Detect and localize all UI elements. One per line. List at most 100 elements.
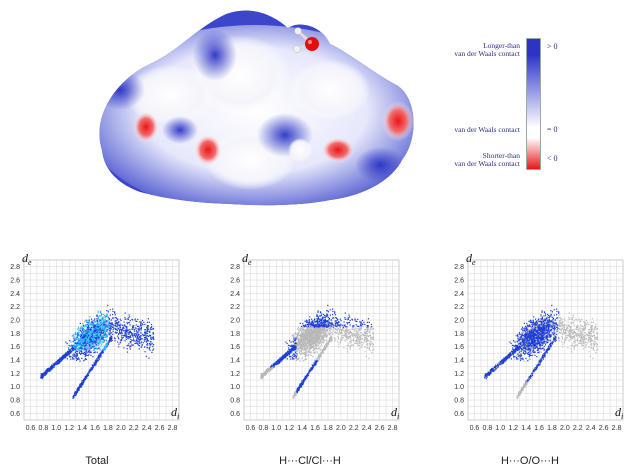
fingerprint-point — [312, 327, 314, 329]
fingerprint-point — [356, 334, 358, 336]
fingerprint-point — [134, 318, 136, 320]
fingerprint-point — [80, 332, 83, 335]
fingerprint-point — [94, 351, 96, 353]
fingerprint-point — [102, 329, 104, 331]
fingerprint-point — [312, 349, 314, 352]
fingerprint-point — [140, 332, 142, 334]
fingerprint-point — [139, 339, 141, 342]
fingerprint-point — [94, 325, 96, 327]
fingerprint-point — [40, 374, 43, 376]
fingerprint-point — [322, 317, 324, 319]
fingerprint-point — [296, 328, 299, 330]
fingerprint-point — [344, 312, 346, 314]
fingerprint-point — [78, 358, 80, 361]
fingerprint-point — [107, 326, 109, 328]
fingerprint-point — [281, 357, 283, 359]
fingerprint-point — [322, 351, 324, 353]
fingerprint-point — [84, 335, 86, 337]
fingerprint-point — [130, 338, 132, 341]
fingerprint-point — [313, 332, 315, 334]
fingerprint-point — [115, 317, 117, 319]
fingerprint-point — [313, 348, 315, 351]
fingerprint-point — [112, 326, 114, 328]
fingerprint-point — [317, 356, 320, 359]
fingerprint-point — [78, 337, 80, 339]
fingerprint-point — [78, 347, 80, 349]
fingerprint-point — [94, 363, 96, 365]
fingerprint-point — [69, 351, 71, 354]
fingerprint-point — [138, 337, 140, 340]
fingerprint-point — [304, 324, 307, 326]
fingerprint-point — [105, 333, 107, 336]
fingerprint-point — [88, 341, 91, 344]
fingerprint-point — [326, 346, 328, 348]
fingerprint-point — [101, 327, 103, 329]
fingerprint-point — [300, 347, 302, 349]
fingerprint-point — [72, 347, 74, 349]
fingerprint-point — [89, 351, 91, 353]
fingerprint-point — [292, 349, 294, 351]
fingerprint-point — [361, 319, 364, 322]
fingerprint-point — [309, 337, 311, 339]
fingerprint-point — [310, 330, 313, 332]
fingerprint-point — [111, 326, 113, 328]
fingerprint-point — [136, 339, 138, 341]
legend-shorter-label: Shorter-than van der Waals contact — [454, 151, 520, 168]
fingerprint-point — [310, 328, 313, 330]
fingerprint-point — [78, 335, 80, 337]
fingerprint-point — [306, 329, 308, 331]
fingerprint-point — [90, 322, 92, 324]
fingerprint-point — [140, 338, 142, 340]
fingerprint-point — [318, 354, 320, 357]
fingerprint-point — [337, 333, 340, 335]
fingerprint-point — [103, 320, 105, 323]
fingerprint-point — [334, 332, 336, 334]
fingerprint-point — [308, 331, 310, 333]
fingerprint-point — [92, 365, 94, 367]
x-tick-label: 0.8 — [39, 425, 49, 432]
fingerprint-point — [87, 321, 89, 324]
fingerprint-point — [86, 352, 88, 354]
fingerprint-point — [151, 325, 153, 328]
fingerprint-point — [41, 374, 44, 377]
fingerprint-point — [337, 328, 340, 330]
fingerprint-point — [115, 320, 117, 322]
fingerprint-point — [106, 313, 108, 316]
fingerprint-point — [306, 342, 308, 344]
water-molecule — [293, 27, 319, 53]
fingerprint-point — [96, 314, 98, 316]
fingerprint-point — [87, 329, 89, 331]
fingerprint-point — [78, 349, 80, 351]
fingerprint-point — [89, 340, 91, 342]
fingerprint-point — [87, 323, 89, 325]
fingerprint-point — [274, 362, 276, 364]
fingerprint-point — [314, 331, 317, 333]
fingerprint-point — [100, 342, 102, 344]
fingerprint-point — [109, 340, 111, 342]
fingerprint-point — [75, 346, 77, 348]
fingerprint-point — [61, 359, 63, 361]
fingerprint-point — [305, 319, 307, 321]
fingerprint-point — [298, 358, 300, 361]
fingerprint-point — [76, 341, 78, 343]
fingerprint-point — [103, 347, 105, 349]
fingerprint-point — [313, 341, 315, 343]
fingerprint-point — [57, 362, 60, 364]
fingerprint-point — [137, 333, 139, 335]
fingerprint-point — [347, 344, 349, 347]
fingerprint-point — [302, 340, 304, 342]
fingerprint-point — [303, 329, 306, 331]
fingerprint-point — [111, 332, 113, 334]
fingerprint-point — [100, 327, 102, 329]
fingerprint-point — [43, 374, 45, 376]
fingerprint-point — [93, 325, 95, 327]
fingerprint-point — [61, 357, 63, 359]
fingerprint-point — [312, 347, 314, 349]
fingerprint-point — [317, 310, 319, 312]
fingerprint-point — [120, 339, 123, 342]
fingerprint-point — [343, 327, 345, 330]
fingerprint-point — [99, 345, 101, 347]
fingerprint-plot-total-svg: 0.60.81.01.21.41.61.82.02.22.42.62.80.6 0… — [10, 251, 180, 432]
fingerprint-point — [46, 368, 48, 370]
fingerprint-point — [309, 322, 311, 324]
